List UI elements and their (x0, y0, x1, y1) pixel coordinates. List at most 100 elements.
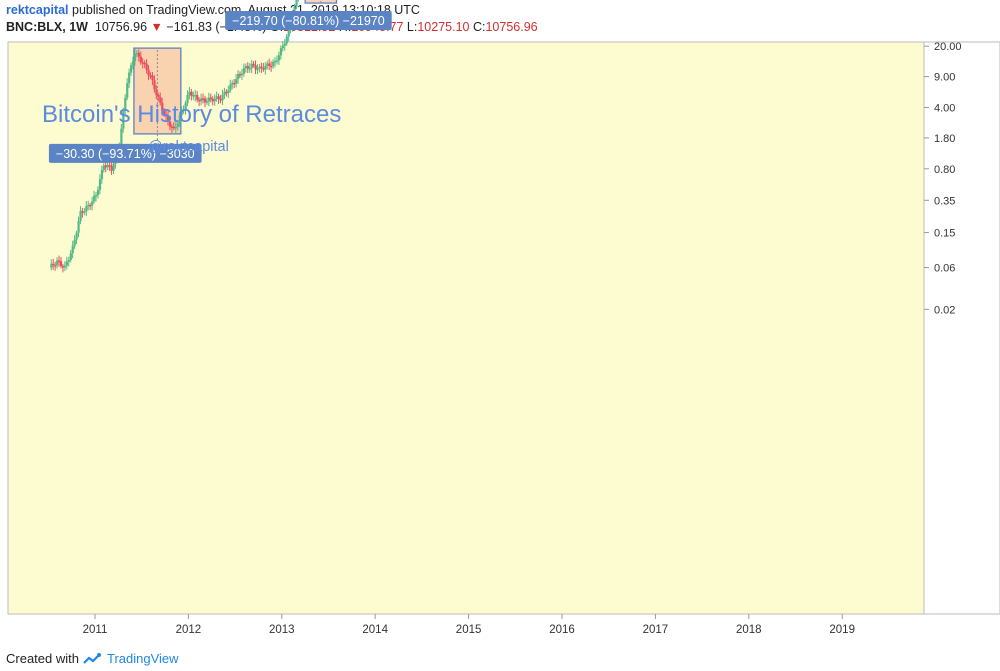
price-chart[interactable]: 20.00 9.00 4.00 1.80 0.80 0.35 0.15 0.06 0.02 20… (0, 0, 1000, 645)
candle-down (157, 94, 160, 98)
x-tick-label: 2012 (176, 624, 202, 636)
candle-down (211, 98, 214, 102)
candle-up (275, 60, 279, 62)
candle-up (223, 91, 226, 95)
x-tick-label: 2018 (736, 624, 762, 636)
candle-up (283, 43, 286, 46)
candle-up (100, 169, 104, 180)
candle-up (235, 79, 238, 84)
x-tick-label: 2019 (829, 624, 855, 636)
tradingview-logo-icon (83, 652, 101, 664)
candle-down (209, 97, 213, 100)
candle-up (227, 90, 230, 93)
candle-up (281, 45, 284, 49)
candle-up (244, 66, 248, 69)
candle-up (285, 36, 288, 44)
candle-down (172, 126, 176, 129)
candle-up (215, 96, 218, 99)
x-tick-label: 2017 (643, 624, 669, 636)
y-tick-label: 1.80 (934, 133, 955, 145)
candle-down (145, 63, 148, 70)
candle-down (81, 211, 84, 213)
x-tick-label: 2011 (83, 624, 108, 636)
candle-up (274, 61, 277, 63)
candle-down (58, 260, 61, 262)
candle-down (61, 266, 65, 268)
x-tick-label: 2013 (269, 624, 295, 636)
candle-down (268, 63, 271, 66)
candle-up (176, 123, 179, 128)
candle-up (112, 163, 115, 171)
candle-down (202, 98, 205, 100)
candle-up (221, 94, 224, 101)
created-with-label: Created with (6, 651, 79, 666)
chart-subtitle: @rektcapital (148, 139, 229, 155)
candle-up (180, 111, 183, 116)
candle-down (168, 121, 172, 127)
candle-up (184, 103, 187, 110)
y-tick-label: 0.80 (934, 164, 955, 176)
candle-down (190, 91, 193, 97)
candle-up (122, 110, 125, 129)
candle-up (79, 211, 82, 222)
x-tick-label: 2015 (456, 624, 482, 636)
candle-up (93, 195, 96, 202)
candle-down (254, 65, 257, 70)
candle-up (98, 179, 102, 190)
candle-up (131, 61, 135, 65)
candle-up (95, 195, 98, 197)
tradingview-link[interactable]: TradingView (106, 651, 179, 666)
candle-up (50, 263, 53, 268)
candle-up (124, 97, 127, 111)
candle-down (196, 95, 199, 100)
candle-up (213, 98, 216, 102)
symbol-label: BNC:BLX, 1W (6, 20, 88, 34)
retrace-label-box (225, 11, 392, 31)
candle-down (54, 265, 57, 267)
retrace-label-box (48, 143, 202, 163)
candle-up (102, 165, 105, 170)
candle-up (96, 189, 100, 196)
candle-down (260, 66, 263, 69)
candle-down (219, 98, 222, 101)
candle-up (73, 239, 76, 246)
candle-down (104, 165, 107, 168)
candle-down (155, 89, 158, 95)
low-value: 10275.10 (417, 20, 470, 34)
candle-up (56, 260, 59, 266)
y-tick-label: 0.02 (934, 304, 955, 316)
candle-up (287, 29, 290, 37)
candle-down (151, 75, 154, 81)
candle-down (110, 166, 113, 171)
author-link[interactable]: rektcapital (6, 3, 69, 17)
x-tick-label: 2016 (549, 624, 575, 636)
candle-up (75, 232, 78, 240)
candle-down (252, 63, 255, 66)
y-tick-label: 0.06 (934, 262, 955, 274)
candle-up (91, 201, 94, 206)
candle-up (77, 221, 80, 233)
candle-down (149, 75, 152, 77)
candle-down (270, 65, 273, 68)
candle-down (147, 69, 150, 76)
candle-up (133, 53, 137, 62)
chart-title: Bitcoin's History of Retraces (42, 101, 341, 128)
candle-up (264, 65, 267, 70)
candle-down (262, 67, 265, 70)
retrace-label: −30.30 (−93.71%) −3030 (56, 147, 195, 161)
y-tick-label: 4.00 (934, 102, 955, 114)
candle-up (277, 55, 281, 61)
candle-up (178, 115, 181, 124)
candle-up (65, 261, 69, 266)
candle-down (246, 66, 249, 69)
candle-up (174, 127, 177, 129)
candle-up (126, 83, 129, 98)
plot-area (7, 41, 925, 615)
candle-up (200, 98, 203, 102)
candle-down (170, 126, 174, 129)
footer: Created with TradingView (6, 651, 179, 666)
candle-up (69, 253, 72, 260)
candle-up (205, 101, 209, 103)
down-arrow-icon: ▼ (150, 20, 163, 34)
candle-up (87, 204, 90, 207)
